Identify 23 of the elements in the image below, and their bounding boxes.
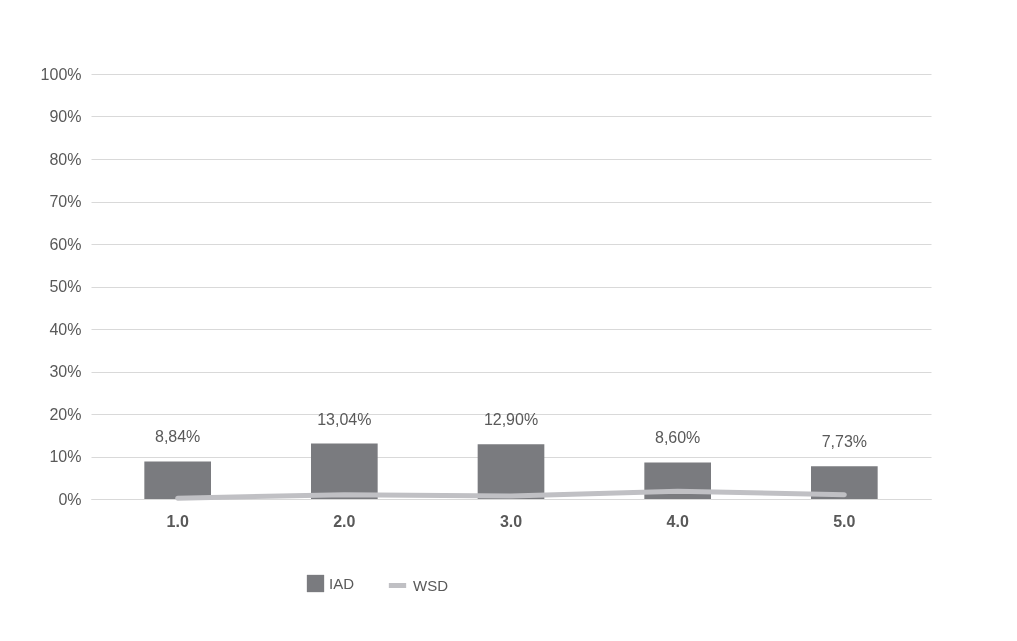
- y-tick-label: 100%: [40, 65, 82, 83]
- y-tick-label: 80%: [49, 150, 82, 168]
- y-tick-label: 50%: [49, 278, 82, 295]
- y-tick-label: 0%: [58, 490, 82, 508]
- legend-label: WSD: [413, 576, 449, 594]
- y-tick-label: 70%: [49, 193, 82, 210]
- y-tick-label: 20%: [49, 405, 82, 423]
- x-tick-label: 3.0: [499, 512, 523, 530]
- y-tick-label: 90%: [49, 108, 82, 125]
- x-tick-label: 2.0: [333, 512, 356, 530]
- legend-label: IAD: [329, 574, 355, 592]
- x-tick-label: 4.0: [666, 512, 689, 530]
- x-tick-label: 5.0: [833, 512, 856, 530]
- data-label: 7,73%: [821, 433, 868, 451]
- data-label: 12,90%: [483, 411, 539, 429]
- data-label: 8,84%: [154, 428, 201, 446]
- data-label: 13,04%: [317, 410, 372, 428]
- y-tick-label: 60%: [49, 235, 82, 253]
- x-tick-label: 1.0: [166, 512, 189, 530]
- y-tick-label: 30%: [49, 363, 82, 380]
- y-tick-label: 10%: [49, 448, 82, 465]
- y-tick-label: 40%: [49, 320, 82, 338]
- data-label: 8,60%: [654, 429, 701, 447]
